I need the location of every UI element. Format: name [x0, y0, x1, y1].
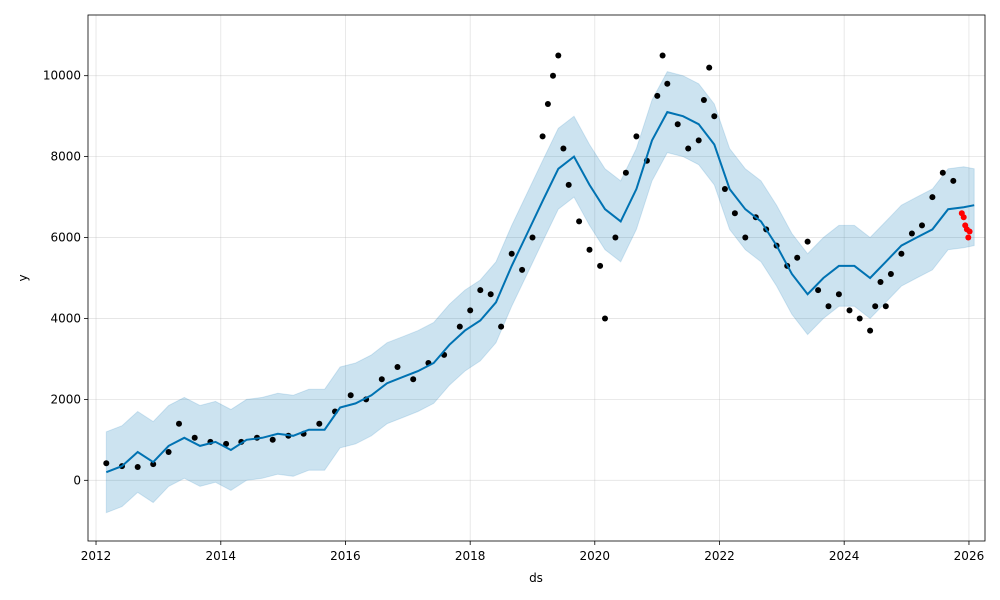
actual-point — [347, 392, 354, 399]
actual-point — [700, 97, 707, 103]
actual-point — [508, 250, 515, 257]
actual-point — [223, 440, 230, 447]
grid-lines — [88, 15, 985, 541]
actual-point — [394, 364, 401, 370]
actual-point — [882, 303, 889, 310]
actual-point — [815, 287, 822, 294]
actual-point — [695, 137, 702, 144]
actual-point — [867, 327, 874, 334]
actual-point — [939, 169, 946, 176]
x-tick-label: 2012 — [81, 549, 112, 563]
actual-point — [555, 52, 562, 59]
actual-point — [908, 230, 915, 237]
actual-point — [550, 72, 556, 79]
actual-point — [467, 307, 474, 314]
actual-point — [872, 303, 879, 310]
actual-point — [731, 210, 738, 217]
actual-point — [586, 246, 593, 253]
forecast-path — [105, 110, 975, 474]
actual-point — [622, 169, 629, 176]
y-tick-label: 2000 — [50, 392, 81, 406]
y-tick-label: 6000 — [50, 231, 81, 245]
actual-point — [846, 307, 853, 314]
actual-point — [544, 101, 551, 107]
actual-point — [804, 238, 811, 245]
actual-point — [654, 92, 661, 99]
actual-point — [134, 464, 141, 470]
actual-point — [711, 113, 718, 120]
actual-point — [519, 266, 526, 273]
actual-point — [612, 234, 619, 241]
actual-point — [576, 218, 583, 225]
actual-point — [150, 461, 157, 468]
actual-point — [565, 181, 572, 188]
x-tick-label: 2022 — [704, 549, 735, 563]
actual-point — [103, 460, 110, 467]
x-tick-label: 2016 — [330, 549, 361, 563]
actual-point — [721, 186, 728, 192]
actual-point — [674, 121, 681, 128]
actual-point — [191, 434, 198, 441]
actual-point — [529, 234, 536, 241]
actual-point — [929, 194, 936, 201]
actual-point — [165, 449, 172, 455]
x-axis-label: ds — [529, 571, 543, 585]
actual-point — [487, 291, 494, 298]
highlighted-point — [965, 234, 972, 241]
actual-point — [378, 376, 385, 383]
forecast-line — [105, 110, 975, 474]
x-tick-label: 2020 — [580, 549, 611, 563]
uncertainty-band — [105, 71, 975, 514]
y-axis-label: y — [16, 274, 30, 281]
actual-point — [456, 323, 463, 330]
actual-point — [856, 315, 863, 322]
actual-point — [887, 271, 894, 277]
actual-point — [919, 222, 925, 229]
actual-point — [742, 234, 749, 241]
x-tick-label: 2014 — [206, 549, 237, 563]
actual-point — [825, 303, 832, 310]
actual-point — [633, 133, 640, 140]
actual-point — [602, 315, 608, 322]
actual-point — [269, 436, 276, 443]
actual-point — [477, 287, 484, 294]
actual-point — [560, 145, 567, 152]
actual-point — [685, 145, 692, 152]
y-tick-label: 4000 — [50, 311, 81, 325]
actual-point — [706, 64, 713, 71]
actual-point — [539, 133, 546, 140]
x-axis-ticks: 2012 2014 2016 2018 2020 2022 2024 2026 — [81, 541, 984, 563]
actual-point — [950, 177, 957, 184]
actual-point — [877, 279, 884, 285]
y-tick-label: 10000 — [43, 69, 81, 83]
x-tick-label: 2024 — [829, 549, 860, 563]
actual-point — [659, 52, 666, 59]
actual-point — [664, 80, 671, 87]
x-tick-label: 2018 — [455, 549, 486, 563]
y-tick-label: 0 — [73, 473, 81, 487]
plot-frame — [87, 14, 986, 542]
actual-point — [835, 291, 842, 298]
y-tick-label: 8000 — [50, 150, 81, 164]
actual-point — [316, 420, 323, 427]
uncertainty-area — [105, 71, 975, 514]
actual-point — [176, 420, 182, 427]
actual-point — [794, 254, 801, 261]
actual-point — [410, 376, 417, 383]
highlighted-points — [958, 210, 973, 241]
y-axis-ticks: 0 2000 4000 6000 8000 10000 — [43, 69, 88, 487]
highlighted-point — [960, 214, 967, 221]
highlighted-point — [966, 228, 973, 235]
actual-point — [498, 323, 505, 330]
actual-point — [597, 262, 604, 269]
actual-point — [898, 250, 905, 257]
x-tick-label: 2026 — [954, 549, 985, 563]
